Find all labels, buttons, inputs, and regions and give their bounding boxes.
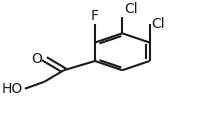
Text: Cl: Cl	[124, 2, 138, 16]
Text: O: O	[32, 52, 42, 66]
Text: Cl: Cl	[151, 17, 165, 31]
Text: HO: HO	[2, 82, 23, 96]
Text: F: F	[91, 9, 99, 23]
